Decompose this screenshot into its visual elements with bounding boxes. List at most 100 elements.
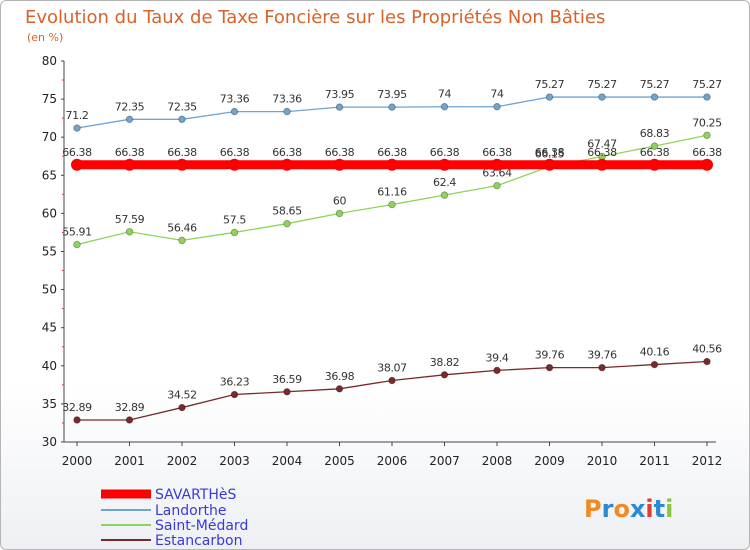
data-point (440, 103, 449, 111)
data-label: 74 (490, 88, 504, 101)
data-point (73, 416, 81, 424)
data-point (598, 363, 606, 372)
data-label: 66.38 (325, 146, 355, 159)
data-label: 75.27 (640, 78, 670, 91)
data-label: 39.4 (486, 351, 509, 364)
y-tick-label: 35 (42, 397, 57, 411)
data-point (230, 228, 239, 237)
legend-entry: Saint-Médard (155, 518, 248, 534)
data-label: 66.38 (377, 146, 407, 159)
data-label: 34.52 (167, 389, 197, 402)
x-tick-label: 2009 (534, 454, 565, 468)
data-label: 55.91 (62, 226, 92, 239)
series-saint-médard: 55.91 57.59 56.46 57.5 58.65 60 61.16 62.4 63.64… (62, 116, 723, 249)
data-label: 40.56 (692, 343, 722, 356)
data-point (71, 158, 83, 171)
data-point (335, 385, 344, 393)
data-point (283, 388, 291, 396)
x-tick-label: 2002 (167, 454, 198, 468)
y-tick-label: 50 (42, 283, 57, 297)
series-estancarbon: 32.89 32.89 34.52 36.23 36.59 36.98 38.07 38.82… (62, 343, 723, 424)
data-point (335, 103, 344, 111)
legend-entry: SAVARTHèS (155, 487, 236, 503)
data-label: 36.98 (325, 370, 355, 383)
data-label: 75.27 (587, 78, 617, 91)
logo-letter: o (613, 495, 630, 523)
data-point (333, 158, 346, 171)
logo-letter: P (584, 495, 602, 523)
x-tick-label: 2005 (324, 454, 355, 468)
data-point (230, 390, 239, 399)
data-label: 62.4 (433, 176, 456, 189)
data-point (703, 357, 711, 366)
data-point (283, 107, 291, 116)
data-label: 57.5 (223, 213, 246, 226)
data-point (388, 103, 396, 111)
data-point (386, 158, 398, 171)
legend-swatch (101, 489, 151, 499)
data-point (283, 219, 291, 228)
data-label: 73.95 (325, 88, 355, 101)
y-tick-label: 30 (42, 435, 57, 449)
data-label: 61.16 (377, 186, 407, 199)
data-label: 72.35 (115, 100, 145, 113)
data-point (703, 93, 711, 101)
data-label: 38.82 (430, 356, 460, 369)
y-tick-label: 55 (42, 245, 57, 259)
data-label: 73.36 (272, 93, 302, 106)
data-label: 73.95 (377, 88, 407, 101)
data-point (440, 371, 449, 379)
data-point (178, 403, 186, 412)
data-label: 36.59 (272, 373, 302, 386)
chart-title: Evolution du Taux de Taxe Foncière sur l… (25, 7, 605, 28)
data-label: 66.38 (115, 146, 145, 159)
data-point (701, 158, 713, 171)
data-label: 60 (333, 194, 347, 207)
data-point (650, 360, 659, 369)
data-label: 71.2 (66, 109, 89, 122)
data-label: 66.38 (482, 146, 512, 159)
data-label: 58.65 (272, 205, 302, 218)
data-label: 38.07 (377, 362, 407, 375)
logo-letter: i (665, 495, 673, 523)
y-tick-label: 65 (42, 168, 57, 182)
y-tick-label: 40 (42, 359, 57, 373)
data-label: 66.38 (62, 146, 92, 159)
data-point (176, 158, 188, 171)
data-label: 73.36 (220, 93, 250, 106)
data-label: 75.27 (692, 78, 722, 91)
data-label: 39.76 (587, 349, 617, 362)
logo-letter: x (630, 495, 646, 523)
data-point (650, 142, 659, 150)
data-point (703, 131, 711, 139)
data-point (493, 103, 501, 111)
data-label: 56.46 (167, 221, 197, 234)
data-point (650, 93, 659, 101)
data-point (335, 209, 344, 218)
proxiti-logo-text: Proxiti (584, 495, 673, 523)
x-tick-label: 2008 (482, 454, 513, 468)
data-point (491, 158, 503, 171)
data-label: 57.59 (115, 213, 145, 226)
data-point (388, 200, 396, 209)
data-label: 66.38 (220, 146, 250, 159)
legend-entry: Landorthe (155, 503, 226, 519)
data-label: 39.76 (535, 349, 565, 362)
proxiti-logo: Proxiti (584, 495, 673, 523)
data-point (178, 115, 186, 123)
data-label: 68.83 (640, 127, 670, 140)
data-point (125, 228, 134, 236)
data-label: 70.25 (692, 116, 722, 129)
data-label: 63.64 (482, 167, 512, 180)
data-label: 32.89 (62, 401, 92, 414)
x-tick-label: 2001 (114, 454, 145, 468)
data-label: 66.38 (167, 146, 197, 159)
data-point (73, 240, 81, 249)
data-label: 36.23 (220, 376, 250, 389)
data-point (125, 115, 134, 123)
data-label: 66.38 (272, 146, 302, 159)
data-point (596, 158, 608, 171)
data-label: 66.38 (535, 146, 565, 159)
